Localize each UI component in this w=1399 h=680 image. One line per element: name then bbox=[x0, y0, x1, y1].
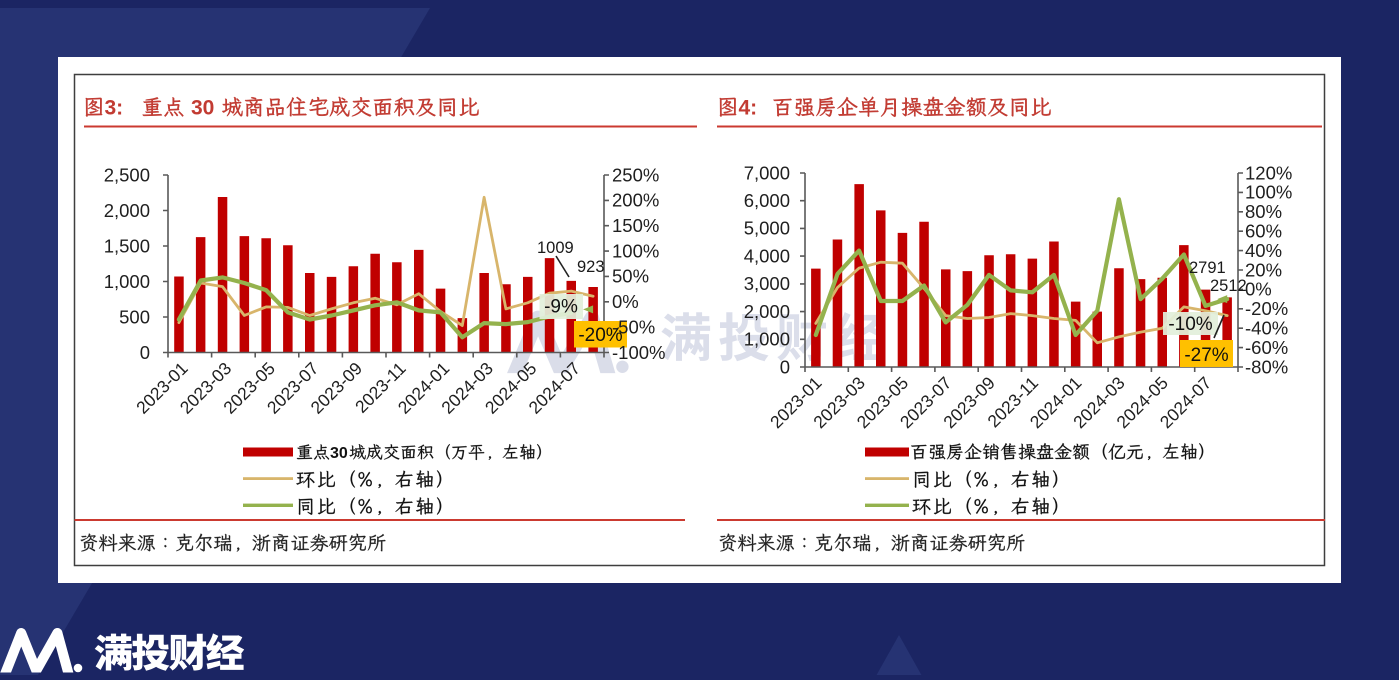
svg-text:7,000: 7,000 bbox=[744, 162, 790, 183]
svg-text:1,000: 1,000 bbox=[104, 271, 150, 292]
svg-text:-20%: -20% bbox=[1245, 298, 1288, 319]
svg-text:0: 0 bbox=[780, 356, 790, 377]
svg-text:-10%: -10% bbox=[1168, 314, 1212, 335]
svg-text:0: 0 bbox=[140, 342, 150, 363]
svg-text:3:: 3: bbox=[105, 97, 124, 120]
svg-text:30: 30 bbox=[191, 97, 214, 120]
svg-text:200%: 200% bbox=[612, 190, 659, 211]
svg-text:500: 500 bbox=[119, 306, 150, 327]
svg-text:120%: 120% bbox=[1245, 162, 1292, 183]
svg-text:40%: 40% bbox=[1245, 240, 1282, 261]
svg-text:2,500: 2,500 bbox=[104, 164, 150, 185]
svg-text:60%: 60% bbox=[1245, 221, 1282, 242]
svg-text:-9%: -9% bbox=[544, 297, 578, 318]
svg-text:-50%: -50% bbox=[612, 316, 655, 337]
svg-text:0%: 0% bbox=[1245, 279, 1272, 300]
svg-text:2,000: 2,000 bbox=[744, 301, 790, 322]
svg-text:30: 30 bbox=[330, 445, 348, 462]
svg-text:-40%: -40% bbox=[1245, 318, 1288, 339]
svg-text:-80%: -80% bbox=[1245, 356, 1288, 377]
svg-text:4,000: 4,000 bbox=[744, 245, 790, 266]
svg-text:100%: 100% bbox=[1245, 182, 1292, 203]
svg-text:0%: 0% bbox=[612, 291, 639, 312]
svg-text:2,000: 2,000 bbox=[104, 200, 150, 221]
svg-text:-100%: -100% bbox=[612, 342, 665, 363]
svg-text:2791: 2791 bbox=[1189, 259, 1226, 277]
svg-text:923: 923 bbox=[577, 258, 605, 276]
svg-text:-27%: -27% bbox=[1184, 345, 1228, 366]
svg-text:80%: 80% bbox=[1245, 201, 1282, 222]
svg-text:150%: 150% bbox=[612, 215, 659, 236]
svg-text:-60%: -60% bbox=[1245, 337, 1288, 358]
svg-text:250%: 250% bbox=[612, 164, 659, 185]
svg-text:1,000: 1,000 bbox=[744, 329, 790, 350]
svg-text:5,000: 5,000 bbox=[744, 218, 790, 239]
svg-text:6,000: 6,000 bbox=[744, 190, 790, 211]
svg-text:2512: 2512 bbox=[1210, 277, 1247, 295]
svg-text:100%: 100% bbox=[612, 240, 659, 261]
svg-text:50%: 50% bbox=[612, 266, 649, 287]
svg-text:-20%: -20% bbox=[578, 325, 622, 346]
svg-text:1009: 1009 bbox=[537, 239, 574, 257]
svg-text:20%: 20% bbox=[1245, 259, 1282, 280]
svg-text:3,000: 3,000 bbox=[744, 273, 790, 294]
svg-text:1,500: 1,500 bbox=[104, 235, 150, 256]
svg-text:4:: 4: bbox=[739, 97, 758, 120]
